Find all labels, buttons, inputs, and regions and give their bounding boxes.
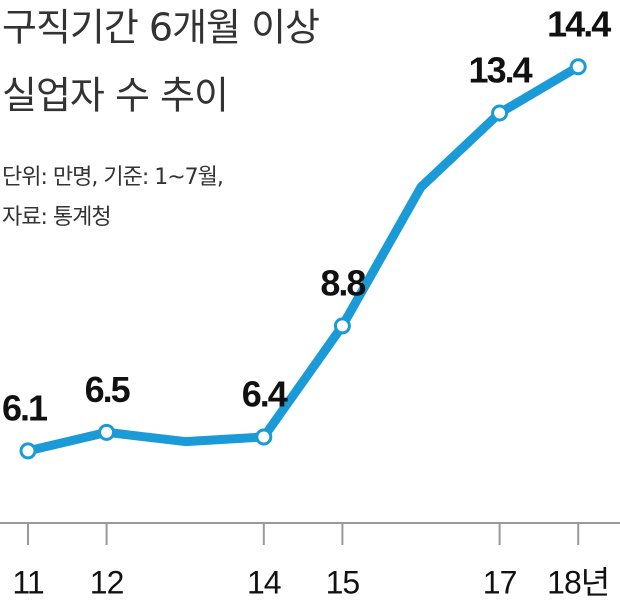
point-marker xyxy=(255,428,273,446)
point-marker xyxy=(491,104,509,122)
point-marker xyxy=(333,317,351,335)
x-tick-label: 12 xyxy=(90,564,124,600)
value-label: 14.4 xyxy=(547,3,611,44)
point-marker xyxy=(98,423,116,441)
value-label: 6.4 xyxy=(242,373,288,414)
value-label: 8.8 xyxy=(320,262,365,303)
x-tick-label: 17 xyxy=(483,564,517,600)
value-label: 6.5 xyxy=(85,369,131,410)
value-label: 6.1 xyxy=(2,387,48,428)
chart-title: 구직기간 6개월 이상 xyxy=(2,6,319,50)
point-marker xyxy=(569,58,587,76)
x-tick-label: 15 xyxy=(326,564,360,600)
point-marker xyxy=(19,442,37,460)
x-tick-label: 14 xyxy=(247,564,281,600)
value-label: 13.4 xyxy=(469,50,533,91)
chart-note: 자료: 통계청 xyxy=(2,205,111,230)
data-line xyxy=(23,62,583,456)
chart-note: 단위: 만명, 기준: 1~7월, xyxy=(2,165,223,190)
x-tick-label: 11 xyxy=(12,564,43,600)
chart-title: 실업자 수 추이 xyxy=(2,74,228,118)
x-tick-label: 18년 xyxy=(547,564,609,600)
